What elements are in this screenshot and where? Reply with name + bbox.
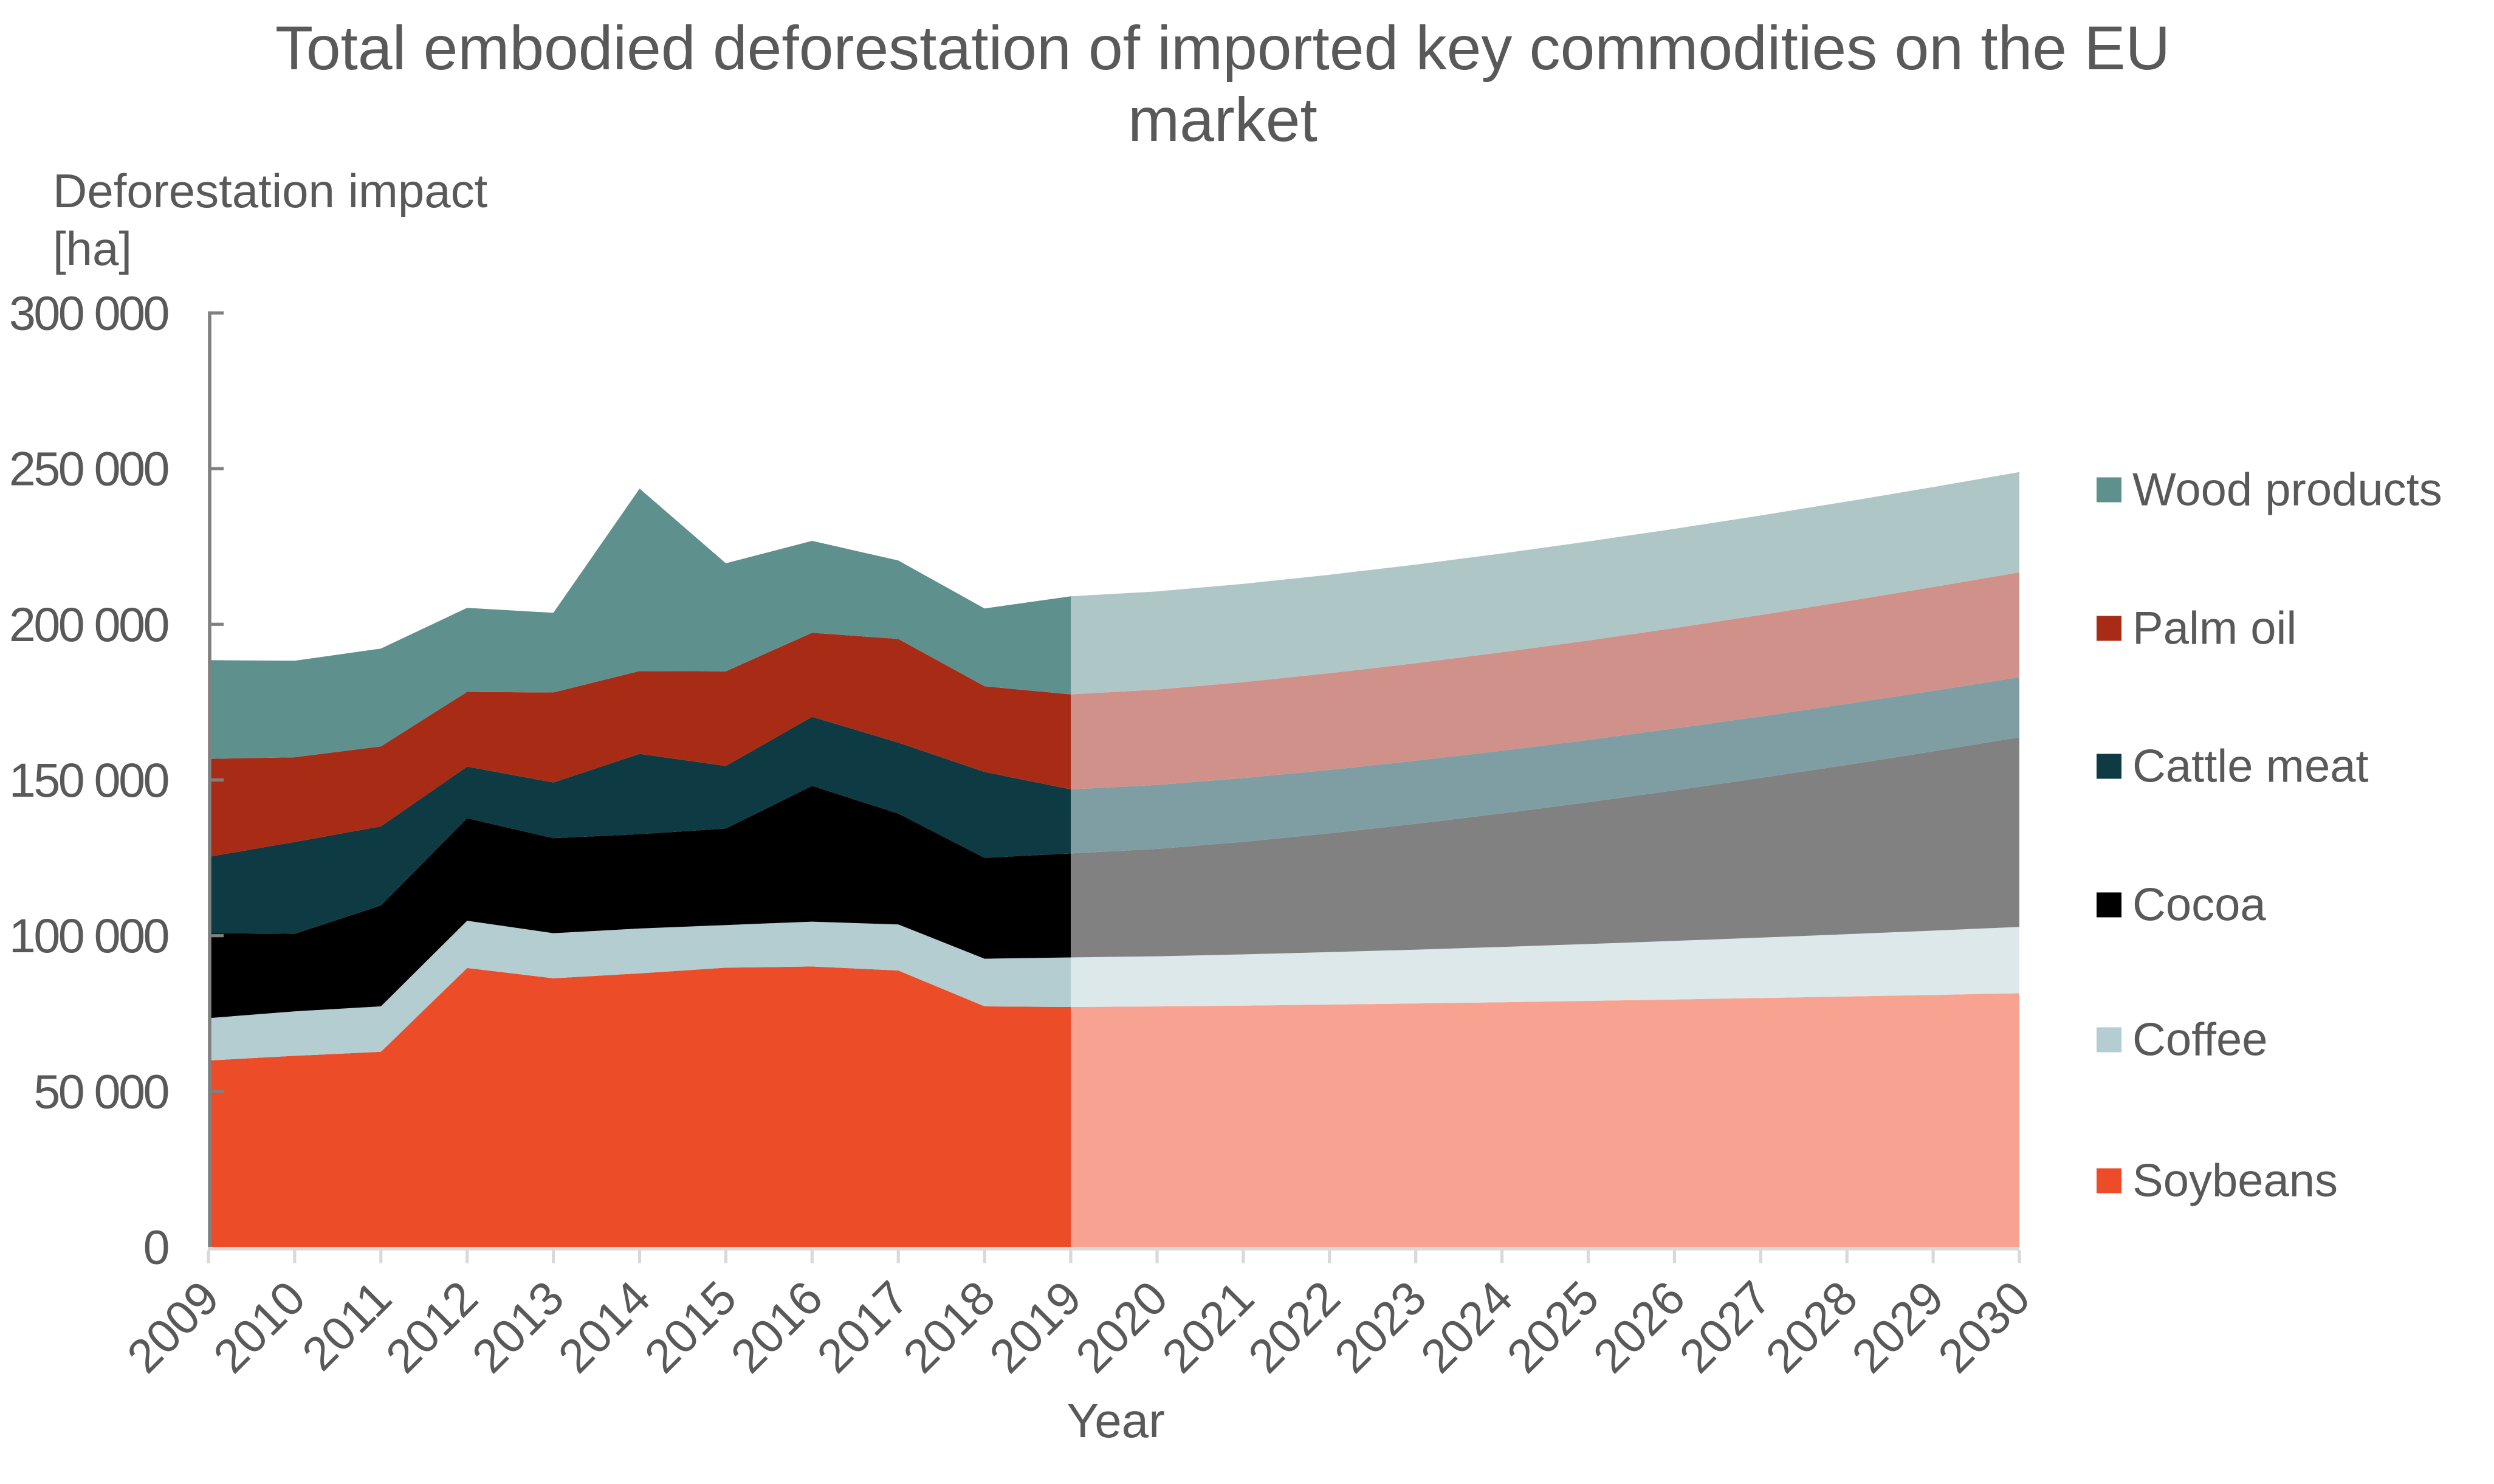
svg-text:Soybeans: Soybeans [2132, 1155, 2338, 1207]
svg-text:Wood products: Wood products [2132, 464, 2442, 516]
svg-text:market: market [1128, 85, 1317, 154]
svg-text:Coffee: Coffee [2132, 1014, 2268, 1066]
svg-text:[ha]: [ha] [53, 222, 132, 275]
svg-text:200 000: 200 000 [9, 597, 168, 651]
svg-text:150 000: 150 000 [9, 753, 168, 807]
svg-text:Cocoa: Cocoa [2132, 879, 2266, 931]
svg-text:Total embodied deforestation o: Total embodied deforestation of imported… [275, 13, 2170, 83]
svg-text:100 000: 100 000 [9, 909, 168, 963]
svg-text:Deforestation impact: Deforestation impact [53, 164, 488, 218]
svg-text:0: 0 [143, 1220, 168, 1274]
svg-text:Year: Year [1067, 1393, 1165, 1448]
svg-text:Cattle meat: Cattle meat [2132, 741, 2369, 792]
svg-text:250 000: 250 000 [9, 442, 168, 496]
svg-text:50 000: 50 000 [33, 1064, 168, 1118]
svg-text:Palm oil: Palm oil [2132, 603, 2296, 654]
svg-text:300 000: 300 000 [9, 286, 168, 340]
